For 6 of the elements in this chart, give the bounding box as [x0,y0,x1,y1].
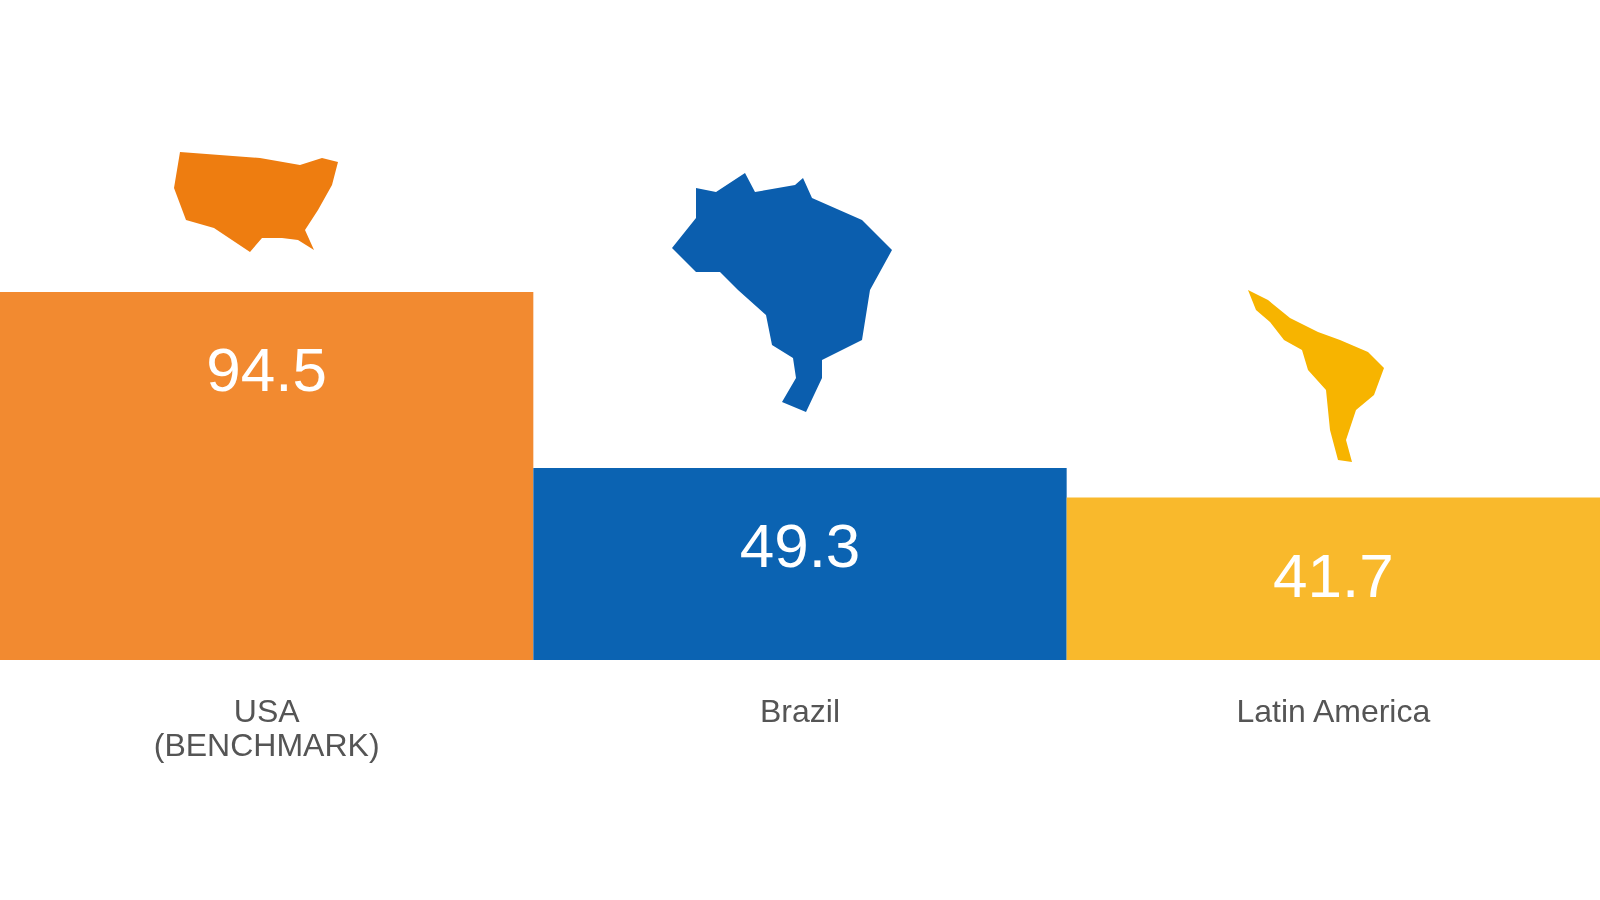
data-label: 49.3 [739,511,861,581]
data-label: 94.5 [206,335,327,404]
x-tick-label: Latin America [1236,692,1431,729]
x-tick-label: USA (BENCHMARK) [153,692,380,763]
data-label: 41.7 [1273,540,1394,610]
x-tick-label: Brazil [759,692,841,729]
